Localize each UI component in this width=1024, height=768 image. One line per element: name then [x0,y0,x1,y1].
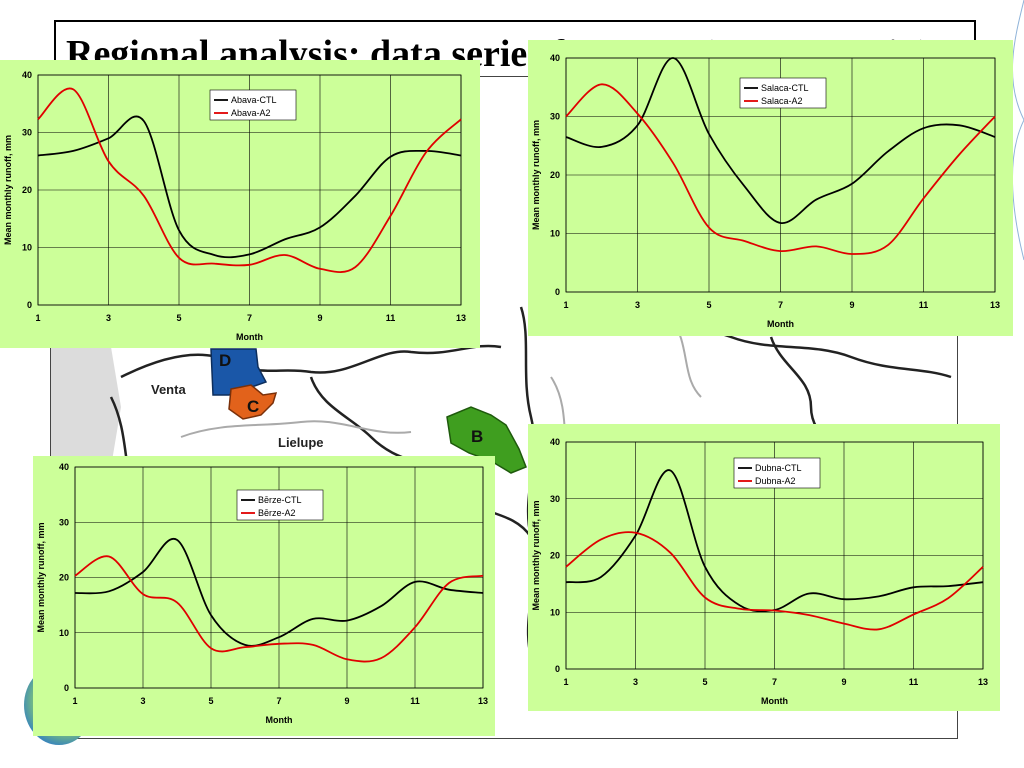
chart-abava: 1 3 5 7 9 11 13 0 10 20 30 40 Month Mean monthly runo… [0,60,480,348]
y-tick-label: 0 [555,664,560,674]
x-tick-label: 7 [276,696,281,706]
x-tick-label: 11 [919,300,929,310]
map-label-b: B [471,427,484,446]
x-tick-label: 7 [772,677,777,687]
legend-entry: Dubna-A2 [755,476,796,486]
map-label-lielupe: Lielupe [278,435,324,450]
y-tick-label: 30 [550,112,560,122]
x-tick-label: 13 [456,313,466,323]
x-tick-label: 3 [635,300,640,310]
y-axis-label: Mean monthly runoff, mm [531,120,541,230]
x-tick-label: 5 [176,313,181,323]
legend-entry: Abava-CTL [231,95,277,105]
legend-entry: Bērze-CTL [258,495,302,505]
y-tick-label: 20 [22,185,32,195]
map-label-c: C [247,397,260,416]
x-tick-label: 13 [478,696,488,706]
y-tick-label: 0 [555,287,560,297]
plot-area [565,57,996,293]
x-tick-label: 9 [317,313,322,323]
y-tick-label: 40 [59,462,69,472]
y-tick-label: 20 [550,551,560,561]
y-tick-label: 10 [550,229,560,239]
legend-entry: Salaca-A2 [761,96,803,106]
region-b-shape [446,406,527,474]
chart-salaca: 1 3 5 7 9 11 13 0 10 20 30 40 Month Mean monthly runo… [528,40,1013,336]
x-tick-label: 9 [841,677,846,687]
x-tick-label: 1 [72,696,77,706]
chart-dubna: 1 3 5 7 9 11 13 0 10 20 30 40 Month Mean monthly runo… [528,424,1000,711]
plot-area [74,466,484,689]
x-tick-label: 13 [978,677,988,687]
y-tick-label: 0 [27,300,32,310]
x-tick-label: 9 [344,696,349,706]
legend-entry: Bērze-A2 [258,508,296,518]
series-line-ctl [565,57,996,224]
legend-box [733,457,821,489]
region-d-shape [210,348,268,396]
series-line-ctl [74,537,484,647]
series-line-a2 [565,83,996,255]
y-tick-label: 20 [59,573,69,583]
x-tick-label: 5 [208,696,213,706]
x-axis-label: Month [266,715,293,725]
y-tick-label: 40 [550,53,560,63]
x-axis-label: Month [761,696,788,706]
x-tick-label: 3 [140,696,145,706]
y-tick-label: 40 [22,70,32,80]
legend-entry: Abava-A2 [231,108,271,118]
y-tick-label: 10 [550,607,560,617]
legend-entry: Dubna-CTL [755,463,802,473]
x-tick-label: 13 [990,300,1000,310]
y-tick-label: 0 [64,683,69,693]
x-axis-label: Month [767,319,794,329]
region-c-shape [228,384,278,420]
x-tick-label: 3 [633,677,638,687]
plot-area [565,441,984,670]
map-label-d: D [219,351,232,370]
map-label-venta: Venta [151,382,186,397]
x-tick-label: 11 [410,696,420,706]
y-tick-label: 30 [59,517,69,527]
legend-box [236,489,324,521]
y-tick-label: 10 [59,628,69,638]
series-line-a2 [37,87,462,273]
legend-box [739,77,827,109]
y-tick-label: 10 [22,243,32,253]
y-tick-label: 30 [550,494,560,504]
plot-area [37,74,462,306]
y-axis-label: Mean monthly runoff, mm [531,501,541,611]
series-line-a2 [565,531,984,631]
y-tick-label: 40 [550,437,560,447]
x-tick-label: 5 [702,677,707,687]
series-line-ctl [37,115,462,259]
x-tick-label: 1 [35,313,40,323]
series-line-a2 [74,555,484,663]
x-tick-label: 7 [247,313,252,323]
y-axis-label: Mean monthly runoff, mm [36,523,46,633]
x-tick-label: 1 [563,677,568,687]
x-tick-label: 11 [909,677,919,687]
x-tick-label: 5 [706,300,711,310]
x-tick-label: 11 [386,313,396,323]
y-tick-label: 20 [550,170,560,180]
legend-entry: Salaca-CTL [761,83,809,93]
y-axis-label: Mean monthly runoff, mm [3,135,13,245]
x-tick-label: 9 [849,300,854,310]
y-tick-label: 30 [22,128,32,138]
x-tick-label: 3 [106,313,111,323]
legend-box [209,89,297,121]
x-tick-label: 7 [778,300,783,310]
x-tick-label: 1 [563,300,568,310]
chart-berze: 1 3 5 7 9 11 13 0 10 20 30 40 Month Mean monthly runo… [33,456,495,736]
x-axis-label: Month [236,332,263,342]
